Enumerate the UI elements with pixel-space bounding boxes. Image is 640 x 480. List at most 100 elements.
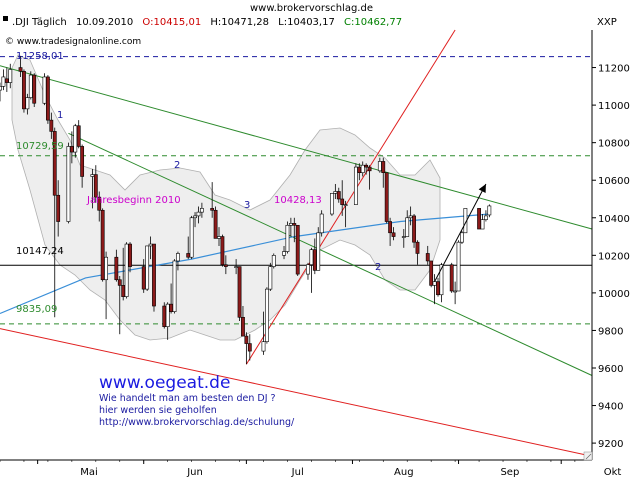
candle-body-down (247, 343, 252, 352)
candle-body-up (268, 266, 273, 290)
candle-body-up (28, 74, 33, 98)
resize-grip-icon[interactable] (583, 451, 593, 461)
candle-body-down (141, 266, 146, 290)
candle-body-down (117, 279, 122, 286)
candle-body-up (8, 69, 13, 83)
candle-body-up (487, 205, 492, 216)
arrow-head-icon (478, 183, 486, 193)
arrow-shaft (434, 183, 487, 282)
trend-line (0, 328, 593, 457)
candle-body-up (234, 266, 239, 268)
candle-body-down (367, 166, 372, 172)
candle-body-down (114, 256, 119, 281)
candle-body-up (343, 204, 348, 206)
candle-body-down (391, 232, 396, 237)
exchange-label: XXP (597, 17, 617, 28)
trend-lines (0, 29, 593, 457)
candle-body-up (193, 215, 197, 219)
trend-line (245, 29, 456, 365)
jahresbeginn-value: 10428,13 (274, 195, 322, 206)
candle-body-up (189, 217, 194, 258)
candle-body-down (381, 161, 386, 174)
symbol-marker-icon (3, 16, 8, 21)
candle-body-up (66, 146, 71, 222)
candle-body-down (210, 208, 215, 211)
x-tick-label: Sep (500, 467, 519, 478)
candle-body-down (223, 264, 228, 267)
candle-body-up (401, 236, 406, 238)
candlesticks (0, 56, 492, 365)
candle-body-up (265, 288, 269, 343)
candle-body-down (49, 119, 54, 132)
candle-body-down (169, 303, 173, 312)
candle-body-up (261, 341, 266, 352)
candle-body-up (439, 264, 444, 296)
candle-body-up (480, 219, 485, 230)
candle-body-up (42, 76, 47, 104)
candle-body-down (477, 208, 481, 230)
candle-body-down (295, 224, 300, 275)
y-tick-label: 9400 (598, 402, 623, 413)
candle-body-down (121, 285, 126, 297)
candle-body-up (333, 191, 338, 194)
candle-body-down (336, 191, 341, 200)
candle-body-up (285, 224, 290, 252)
candle-body-up (377, 161, 382, 172)
symbol-name: .DJI Täglich (12, 17, 67, 28)
candle-body-up (360, 164, 365, 174)
candle-body-up (484, 215, 488, 220)
candle-body-up (453, 290, 458, 293)
candle-body-down (415, 241, 420, 254)
candle-body-down (32, 74, 37, 104)
candle-body-down (100, 209, 105, 281)
candle-body-up (217, 236, 221, 239)
candle-body-down (340, 198, 345, 205)
y-axis-ticks: 9200 9400 9600 9800 10000 10200 10400 10600 1080… (592, 64, 630, 450)
promo-title[interactable]: www.oegeat.de (99, 373, 230, 393)
candle-body-down (425, 253, 430, 262)
wave-label-4: 2 (375, 262, 381, 273)
y-tick-label: 10200 (598, 251, 630, 262)
candle-body-up (316, 232, 321, 271)
candle-body-up (432, 281, 437, 286)
candle-body-down (76, 125, 81, 147)
candle-body-up (176, 253, 180, 262)
candle-body-down (18, 67, 23, 72)
x-tick-label: Jul (291, 467, 304, 478)
y-tick-label: 10400 (598, 214, 630, 225)
y-tick-label: 11000 (598, 101, 630, 112)
candle-body-up (405, 217, 410, 237)
promo-line-3[interactable]: http://www.brokervorschlag.de/schulung/ (99, 417, 295, 428)
wave-label-1: 1 (57, 110, 63, 121)
candle-body-up (319, 213, 324, 234)
level-upper-label: 10729,59 (16, 141, 64, 152)
candle-body-down (162, 305, 167, 327)
level-top-label: 11258,01 (16, 51, 64, 62)
candle-body-down (292, 223, 297, 226)
candle-body-down (244, 335, 249, 344)
low-value: L:10403,17 (278, 17, 335, 28)
candle-body-up (456, 241, 461, 292)
candle-body-down (364, 164, 369, 168)
candle-body-up (148, 243, 153, 247)
candle-body-down (412, 215, 416, 243)
candle-body-down (388, 221, 393, 234)
candle-body-down (152, 243, 156, 307)
open-value: O:10415,01 (142, 17, 201, 28)
candle-body-up (271, 255, 276, 267)
candle-body-down (52, 131, 57, 196)
level-low-label: 9835,09 (16, 304, 57, 315)
candle-body-up (124, 243, 129, 297)
candle-body-down (186, 253, 191, 258)
site-url[interactable]: www.brokervorschlag.de (250, 3, 373, 14)
candle-body-down (220, 236, 225, 266)
candle-body-down (22, 71, 26, 110)
candle-body-up (145, 245, 150, 290)
y-tick-label: 9800 (598, 326, 623, 337)
candle-body-up (196, 211, 201, 217)
y-tick-label: 10800 (598, 139, 630, 150)
candle-body-up (288, 223, 293, 226)
candle-body-up (199, 208, 204, 213)
jahresbeginn-label: Jahresbeginn 2010 (86, 195, 181, 206)
